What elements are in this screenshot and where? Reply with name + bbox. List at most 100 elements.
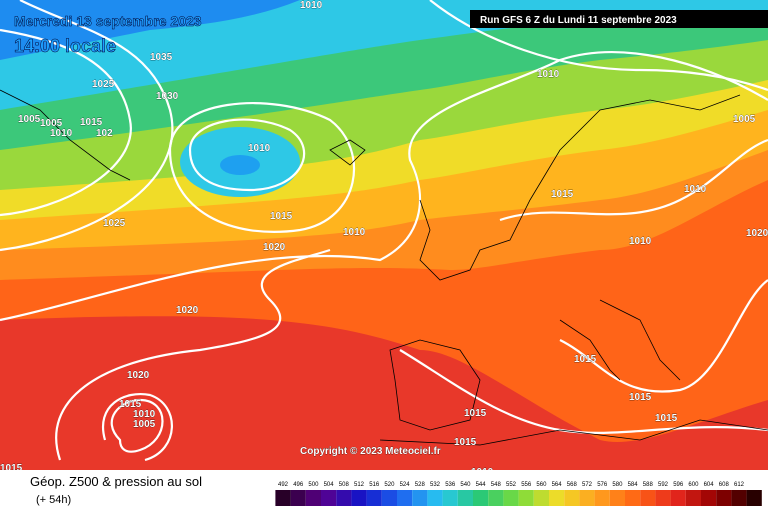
legend-label: 512 (354, 482, 365, 488)
legend-swatch (533, 490, 549, 506)
isobar-label: 1020 (127, 370, 150, 381)
legend-label: 556 (521, 482, 532, 488)
legend-label: 592 (658, 482, 669, 488)
legend-label: 544 (476, 482, 487, 488)
legend-swatch (397, 490, 413, 506)
legend-swatch (366, 490, 382, 506)
legend-label: 608 (719, 482, 730, 488)
run-label: Run GFS 6 Z du Lundi 11 septembre 2023 (480, 15, 677, 26)
isobar-label: 1025 (92, 79, 115, 90)
isobar-label: 1015 (655, 413, 678, 424)
isobar-label: 1005 (40, 118, 63, 129)
legend-swatch (412, 490, 428, 506)
legend-label: 568 (567, 482, 578, 488)
isobar-label: 1010 (248, 143, 271, 154)
time-label: 14:00 locale (14, 36, 116, 56)
legend-swatch (488, 490, 504, 506)
legend-swatch (640, 490, 656, 506)
legend-swatch (609, 490, 625, 506)
legend-label: 536 (445, 482, 456, 488)
legend-swatch (594, 490, 610, 506)
isobar-label: 1020 (263, 242, 286, 253)
footer-lead: (+ 54h) (36, 494, 71, 506)
isobar-label: 1020 (176, 305, 199, 316)
band-blue (0, 0, 300, 60)
legend-label: 560 (536, 482, 547, 488)
copyright: Copyright © 2023 Meteociel.fr (300, 446, 441, 457)
legend-label: 596 (673, 482, 684, 488)
isobar-label: 1015 (464, 408, 487, 419)
legend-swatch (746, 490, 762, 506)
coastlines (0, 89, 768, 446)
isobar-label: 1010 (537, 69, 560, 80)
legend-label: 588 (643, 482, 654, 488)
isobar-label: 1010 (343, 227, 366, 238)
legend-swatch (290, 490, 306, 506)
isobar-label: 1015 (0, 463, 23, 474)
isobars (0, 0, 768, 462)
legend-label: 520 (384, 482, 395, 488)
footer-title: Géop. Z500 & pression au sol (30, 474, 202, 489)
legend-swatch (670, 490, 686, 506)
isobar-label: 1010 (300, 0, 323, 11)
legend-swatch (701, 490, 717, 506)
legend-label: 524 (400, 482, 411, 488)
legend-label: 540 (460, 482, 471, 488)
legend-swatch (579, 490, 595, 506)
isobar-label: 1015 (551, 189, 574, 200)
legend-label: 504 (324, 482, 335, 488)
legend-label: 572 (582, 482, 593, 488)
legend-swatch (442, 490, 458, 506)
legend-swatch (625, 490, 641, 506)
isobar-label: 1035 (150, 52, 173, 63)
legend-swatch (716, 490, 732, 506)
legend-label: 600 (688, 482, 699, 488)
isobar-label: 1015 (574, 354, 597, 365)
legend-label: 552 (506, 482, 517, 488)
legend-swatch (427, 490, 443, 506)
legend-label: 496 (293, 482, 304, 488)
legend-swatch (321, 490, 337, 506)
legend-swatch (518, 490, 534, 506)
legend-swatch (503, 490, 519, 506)
isobar-label: 1005 (18, 114, 41, 125)
legend-label: 516 (369, 482, 380, 488)
isobar-label: 1005 (733, 114, 756, 125)
isobar-label: 1010 (133, 409, 156, 420)
legend-label: 532 (430, 482, 441, 488)
legend-label: 564 (552, 482, 563, 488)
legend-label: 584 (628, 482, 639, 488)
band-cyan (0, 0, 768, 110)
legend-label: 604 (704, 482, 715, 488)
legend-label: 576 (597, 482, 608, 488)
legend-swatch (731, 490, 747, 506)
legend-label: 548 (491, 482, 502, 488)
isobar-label: 1020 (746, 228, 768, 239)
legend-swatch (564, 490, 580, 506)
legend-swatch (336, 490, 352, 506)
isobar-label: 1025 (103, 218, 126, 229)
isobar-label: 1015 (454, 437, 477, 448)
legend-label: 528 (415, 482, 426, 488)
legend-swatch (457, 490, 473, 506)
legend-label: 612 (734, 482, 745, 488)
isobar-label: 1010 (50, 128, 73, 139)
legend-swatch (381, 490, 397, 506)
legend-label: 580 (612, 482, 623, 488)
run-box (470, 10, 768, 28)
isobar-label: 1015 (80, 117, 103, 128)
isobar-label: 1010 (684, 184, 707, 195)
low-core (220, 155, 260, 175)
legend-swatch (549, 490, 565, 506)
isobar-label: 1005 (133, 419, 156, 430)
legend-swatch (351, 490, 367, 506)
isobar-label: 1015 (270, 211, 293, 222)
legend-label: 508 (339, 482, 350, 488)
date-label: Mercredi 13 septembre 2023 (14, 13, 202, 29)
legend-swatch (655, 490, 671, 506)
legend-label: 500 (308, 482, 319, 488)
isobar-label: 1015 (119, 399, 142, 410)
legend-swatch (305, 490, 321, 506)
legend-swatch (473, 490, 489, 506)
isobar-label: 102 (96, 128, 113, 139)
